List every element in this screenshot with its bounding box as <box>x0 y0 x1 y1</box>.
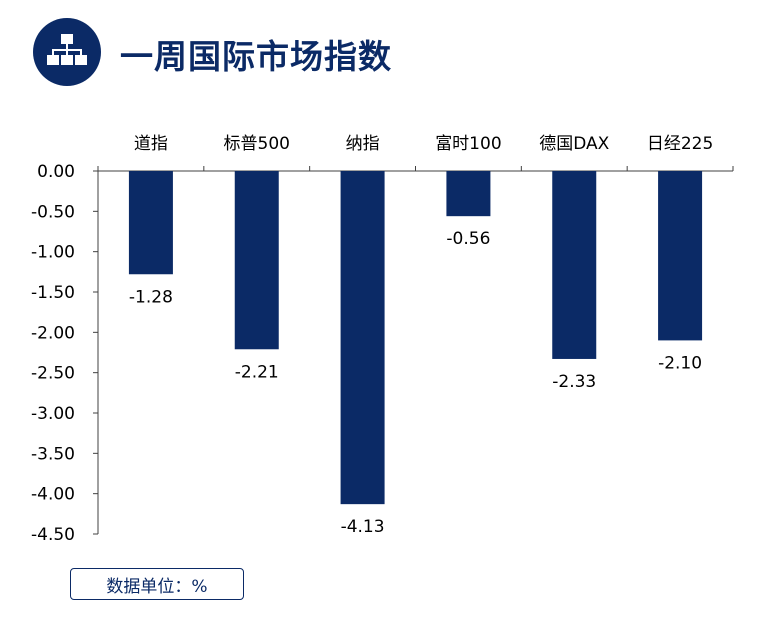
y-tick-label: -3.00 <box>31 404 75 424</box>
y-tick-label: -1.00 <box>31 243 75 263</box>
y-tick-label: -1.50 <box>31 283 75 303</box>
y-tick-label: 0.00 <box>37 162 75 182</box>
y-tick-label: -2.00 <box>31 323 75 343</box>
page-title: 一周国际市场指数 <box>120 37 392 76</box>
y-tick-label: -3.50 <box>31 444 75 464</box>
category-label: 道指 <box>134 134 168 154</box>
data-label: -0.56 <box>446 229 490 249</box>
data-label: -1.28 <box>129 287 173 307</box>
bar <box>234 171 279 350</box>
y-tick-label: -2.50 <box>31 364 75 384</box>
org-chart-icon <box>33 18 101 86</box>
bar <box>446 171 491 217</box>
category-label: 标普500 <box>224 134 290 154</box>
y-tick-label: -0.50 <box>31 202 75 222</box>
bar <box>340 171 385 505</box>
category-label: 德国DAX <box>539 134 609 154</box>
data-label: -2.33 <box>552 372 596 392</box>
bar <box>658 171 703 341</box>
unit-label: 数据单位：% <box>70 568 244 600</box>
data-label: -4.13 <box>341 517 385 537</box>
category-label: 纳指 <box>346 134 380 154</box>
category-label: 富时100 <box>435 134 501 154</box>
y-tick-label: -4.50 <box>31 525 75 545</box>
data-label: -2.21 <box>235 362 279 382</box>
category-label: 日经225 <box>647 134 713 154</box>
bar <box>128 171 173 275</box>
data-label: -2.10 <box>658 353 702 373</box>
y-tick-label: -4.00 <box>31 485 75 505</box>
bar <box>552 171 597 359</box>
